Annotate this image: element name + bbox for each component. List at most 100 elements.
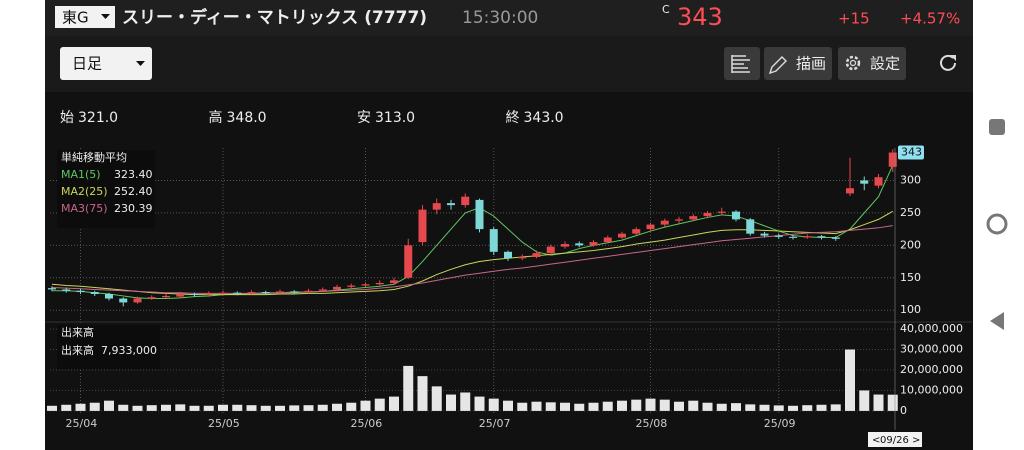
volume-bar: [260, 405, 271, 411]
volume-bar: [431, 386, 442, 411]
legend-bg: [57, 325, 160, 369]
nav-back[interactable]: [990, 312, 1004, 330]
legend-value: 323.40: [114, 168, 153, 181]
nav-home[interactable]: [986, 213, 1008, 235]
volume-bar: [303, 405, 314, 411]
volume-bar: [61, 404, 72, 411]
ma-line: [51, 225, 893, 294]
price: 343: [677, 3, 723, 31]
settings-label: 設定: [870, 55, 900, 73]
volume-bar: [617, 400, 627, 411]
volume-bar: [545, 402, 556, 411]
select-box: [55, 6, 115, 28]
volume-bar: [275, 405, 285, 411]
volume-bar: [75, 403, 86, 411]
volume-bar: [702, 402, 713, 411]
volume-bar: [759, 404, 770, 411]
ohlc-label: 終: [506, 110, 520, 126]
x-tick-label: 25/04: [66, 417, 98, 430]
volume-bar: [517, 402, 528, 411]
indicator-button[interactable]: [724, 47, 760, 80]
volume-bar: [602, 401, 613, 411]
volume-bar: [588, 402, 599, 411]
legend-value: 230.39: [114, 202, 153, 215]
cursor-date: 09/26: [880, 435, 909, 446]
candle-body: [333, 286, 341, 290]
candle-body: [475, 199, 484, 230]
stock-name: スリー・ディー・マトリックス (7777): [122, 7, 427, 28]
candle-body: [62, 289, 71, 291]
volume-bar: [389, 396, 399, 411]
volume-bar: [104, 400, 114, 411]
exchange-select[interactable]: 東G: [55, 6, 115, 28]
candle-body: [219, 292, 227, 294]
candle-body: [190, 293, 199, 295]
candle-body: [561, 244, 569, 247]
refresh-button[interactable]: [940, 54, 956, 71]
candle-body: [532, 253, 541, 258]
candle-body: [304, 290, 313, 293]
volume-bar: [132, 405, 143, 411]
price-flag: C: [662, 3, 670, 16]
candle-body: [404, 245, 413, 278]
period-select[interactable]: 日足: [60, 47, 152, 80]
x-tick-label: 25/06: [351, 417, 383, 430]
volume-bar: [161, 404, 171, 411]
ohlc-value: 348.0: [227, 110, 267, 126]
x-tick-label: 25/05: [208, 417, 240, 430]
y-tick-label: 200: [900, 238, 921, 251]
candle-body: [575, 243, 584, 246]
toolbar: [45, 36, 973, 92]
candle-body: [318, 289, 327, 291]
candle-body: [632, 229, 641, 234]
candle-body: [831, 237, 840, 239]
draw-label: 描画: [796, 55, 826, 73]
volume-bar: [788, 405, 798, 411]
candle-body: [589, 242, 598, 246]
candle-body: [276, 291, 284, 293]
legend-name: 出来高: [61, 343, 94, 357]
volume-bar: [446, 394, 456, 411]
volume-bar: [374, 398, 385, 411]
y-tick-label: 30,000,000: [900, 343, 963, 356]
draw-button[interactable]: 描画: [764, 47, 832, 80]
charts: 始 321.0 高 348.0 安 313.0 終 343.0 100 150 200 250 300 2…: [45, 109, 972, 447]
volume-bar: [289, 405, 300, 411]
legend-title: 単純移動平均: [61, 150, 127, 164]
candle-body: [603, 237, 612, 243]
last-price-tag: [898, 145, 924, 160]
select-box: [60, 47, 152, 80]
candle-body: [361, 284, 370, 286]
volume-bar: [859, 390, 870, 411]
y-tick-label: 300: [900, 173, 921, 186]
volume-bar: [89, 402, 100, 411]
volume-bar: [773, 405, 784, 411]
cursor-date-tag[interactable]: <09/26 >: [868, 432, 922, 447]
candle-body: [347, 285, 356, 287]
icon: [845, 55, 861, 71]
nav-recent[interactable]: [989, 119, 1005, 135]
legend-title: 出来高: [61, 325, 94, 339]
candle-body: [204, 293, 213, 295]
candle-body: [689, 216, 698, 220]
candle-body: [119, 298, 128, 303]
exchange: 東G: [62, 9, 89, 27]
candle-body: [489, 229, 498, 252]
volume-bar: [830, 404, 841, 411]
candle-body: [846, 188, 854, 194]
candle-body: [105, 293, 113, 299]
time: 15:30:00: [462, 8, 538, 28]
volume-bar: [574, 403, 585, 411]
candle-body: [888, 152, 897, 167]
volume-bar: [488, 398, 499, 411]
volume-bar: [146, 405, 157, 411]
candle-body: [290, 291, 299, 293]
volume-bar: [189, 405, 200, 411]
candle-body: [133, 298, 142, 303]
candle-body: [432, 203, 441, 210]
volume-bar: [873, 394, 884, 411]
change: +15: [838, 10, 870, 28]
candle-body: [147, 297, 156, 299]
settings-button[interactable]: 設定: [838, 47, 906, 80]
